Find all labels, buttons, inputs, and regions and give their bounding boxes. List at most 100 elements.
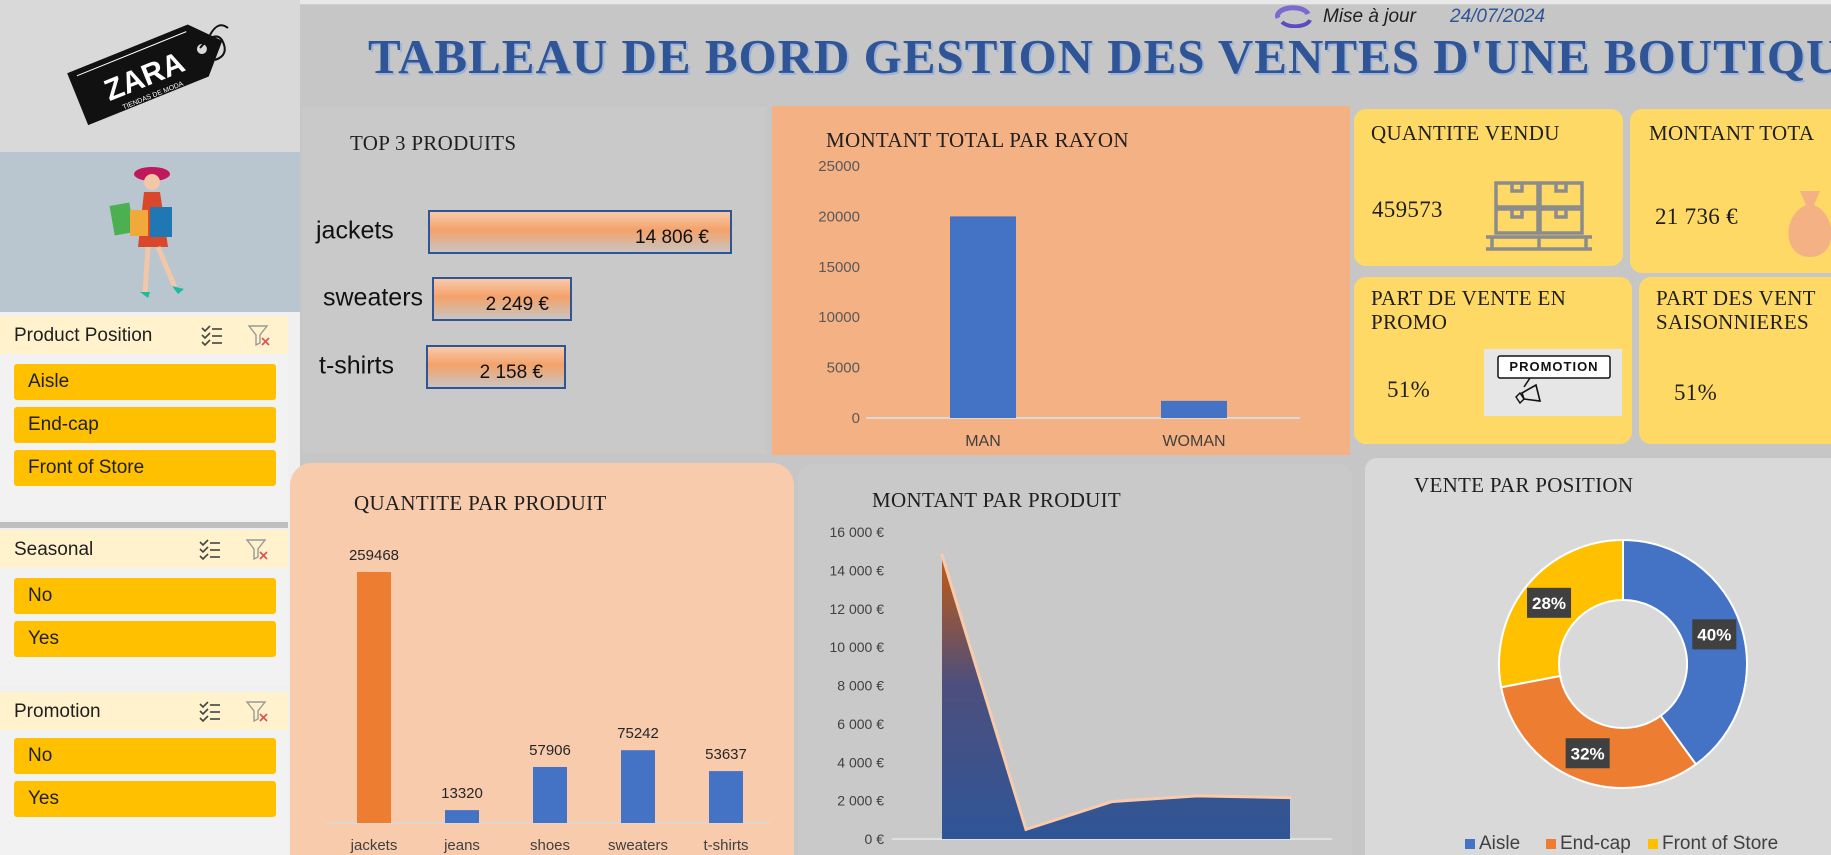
qty-bar-label: 13320 bbox=[441, 785, 483, 802]
qty-category-label: sweaters bbox=[608, 837, 668, 854]
sheet-top-strip bbox=[0, 0, 1831, 5]
montant-point bbox=[1024, 827, 1028, 831]
rayon-panel: MONTANT TOTAL PAR RAYON 0 5000 10000 15000 2… bbox=[772, 106, 1350, 455]
kpi-amount-title: MONTANT TOTA bbox=[1649, 121, 1815, 145]
montant-ytick-label: 0 € bbox=[865, 831, 885, 847]
slicer-item-front-of-store[interactable]: Front of Store bbox=[14, 450, 276, 486]
donut-label: 32% bbox=[1571, 744, 1605, 763]
rayon-ytick-label: 5000 bbox=[827, 360, 860, 377]
promotion-badge: PROMOTION bbox=[1484, 349, 1622, 416]
update-label: Mise à jour bbox=[1323, 6, 1416, 27]
rayon-bar bbox=[1161, 400, 1227, 418]
qty-bar-label: 53637 bbox=[705, 746, 747, 763]
slicer-item-seasonal-yes[interactable]: Yes bbox=[14, 621, 276, 657]
top3-product-name: jackets bbox=[315, 217, 394, 245]
qty-bar-label: 57906 bbox=[529, 742, 571, 759]
kpi-seasonal-title-line2: SAISONNIERES bbox=[1656, 310, 1809, 334]
montant-point bbox=[940, 553, 944, 557]
montant-ytick-label: 16 000 € bbox=[830, 524, 885, 540]
top3-bar bbox=[432, 277, 572, 321]
montant-ytick-label: 10 000 € bbox=[830, 639, 885, 655]
montant-point bbox=[1110, 800, 1114, 804]
qty-title: QUANTITE PAR PRODUIT bbox=[354, 491, 607, 515]
kpi-promo-title-line2: PROMO bbox=[1371, 310, 1448, 334]
qty-chart: 259468 jackets 13320 jeans 57906 shoes 75242 sw… bbox=[326, 547, 770, 854]
top3-product-name: t-shirts bbox=[319, 352, 394, 380]
qty-bar-label: 75242 bbox=[617, 725, 659, 742]
rayon-ytick-label: 20000 bbox=[818, 208, 860, 225]
page-title: TABLEAU DE BORD GESTION DES VENTES D'UNE… bbox=[368, 29, 1831, 84]
rayon-ytick-label: 10000 bbox=[818, 309, 860, 326]
legend-label: Front of Store bbox=[1662, 833, 1778, 854]
qty-bar bbox=[357, 572, 391, 823]
montant-panel: MONTANT PAR PRODUIT 0 € 2 000 € 4 000 € 6 0… bbox=[798, 464, 1352, 855]
qty-bar bbox=[445, 810, 479, 823]
rayon-chart: 0 5000 10000 15000 20000 25000 MAN WOMAN bbox=[818, 158, 1300, 450]
kpi-promo-card: PART DE VENTE EN PROMO 51% PROMOTION bbox=[1354, 277, 1632, 444]
multi-select-icon[interactable] bbox=[200, 323, 224, 347]
slicer-item-end-cap[interactable]: End-cap bbox=[14, 407, 276, 443]
kpi-seasonal-title-line1: PART DES VENT bbox=[1656, 286, 1816, 310]
shopper-woman-icon bbox=[109, 167, 184, 298]
slicer-header: Product Position bbox=[0, 316, 288, 354]
top3-bar-label: 2 158 € bbox=[480, 362, 544, 383]
qty-bar-label: 259468 bbox=[349, 547, 399, 564]
clear-filter-icon[interactable] bbox=[245, 537, 269, 561]
slicer-item-promotion-yes[interactable]: Yes bbox=[14, 781, 276, 817]
montant-ytick-label: 6 000 € bbox=[837, 716, 884, 732]
qty-bar bbox=[709, 771, 743, 823]
kpi-promo-title-line1: PART DE VENTE EN bbox=[1371, 286, 1567, 310]
montant-ytick-label: 12 000 € bbox=[830, 601, 885, 617]
donut-label-box bbox=[1692, 619, 1737, 650]
multi-select-icon[interactable] bbox=[198, 699, 222, 723]
logo-area: ZARA TIENDAS DE MODA bbox=[0, 0, 300, 152]
kpi-seasonal-card: PART DES VENT SAISONNIERES 51% bbox=[1639, 277, 1831, 444]
refresh-icon[interactable] bbox=[1272, 2, 1316, 28]
qty-category-label: t-shirts bbox=[704, 837, 749, 854]
kpi-amount-value: 21 736 € bbox=[1655, 204, 1738, 229]
legend-swatch bbox=[1546, 839, 1556, 849]
slicer-title: Seasonal bbox=[14, 539, 94, 560]
rayon-title: MONTANT TOTAL PAR RAYON bbox=[826, 128, 1129, 152]
montant-title: MONTANT PAR PRODUIT bbox=[872, 488, 1122, 512]
clear-filter-icon[interactable] bbox=[247, 323, 271, 347]
slicer-header: Seasonal bbox=[0, 530, 288, 568]
position-panel: VENTE PAR POSITION 40% 32% 28% Aisle End-cap… bbox=[1365, 458, 1831, 855]
donut-label: 28% bbox=[1532, 594, 1566, 613]
clear-filter-icon[interactable] bbox=[245, 699, 269, 723]
montant-ytick-label: 4 000 € bbox=[837, 754, 884, 770]
slicer-seasonal: Seasonal No Yes bbox=[0, 530, 288, 686]
rayon-ytick-label: 15000 bbox=[818, 259, 860, 276]
kpi-amount-card: MONTANT TOTA 21 736 € bbox=[1630, 109, 1831, 273]
donut-label-box bbox=[1527, 587, 1572, 618]
megaphone-icon bbox=[1497, 355, 1611, 405]
slicer-item-seasonal-no[interactable]: No bbox=[14, 578, 276, 614]
qty-category-label: jeans bbox=[443, 837, 480, 854]
slicer-item-promotion-no[interactable]: No bbox=[14, 738, 276, 774]
kpi-seasonal-value: 51% bbox=[1674, 380, 1718, 405]
montant-point bbox=[1288, 796, 1292, 800]
donut-label-box bbox=[1565, 738, 1610, 769]
kpi-promo-value: 51% bbox=[1387, 377, 1431, 402]
money-bag-icon bbox=[1788, 191, 1831, 257]
multi-select-icon[interactable] bbox=[198, 537, 222, 561]
pallet-boxes-icon bbox=[1486, 181, 1592, 251]
position-donut-chart: 40% 32% 28% Aisle End-cap Front of Store bbox=[1465, 538, 1778, 854]
slicer-header: Promotion bbox=[0, 692, 288, 730]
montant-ytick-label: 2 000 € bbox=[837, 793, 884, 809]
qty-bar bbox=[621, 750, 655, 823]
top3-bar-label: 14 806 € bbox=[635, 227, 709, 248]
montant-chart: 0 € 2 000 € 4 000 € 6 000 € 8 000 € 10 000 € 1… bbox=[830, 524, 1332, 847]
kpi-quantity-value: 459573 bbox=[1372, 197, 1443, 222]
montant-point bbox=[1195, 794, 1199, 798]
slicer-promotion: Promotion No Yes bbox=[0, 692, 288, 855]
top3-chart: jackets 14 806 € sweaters 2 249 € t-shirts 2 … bbox=[315, 210, 732, 389]
shopper-illustration-area bbox=[0, 152, 300, 312]
slicer-item-aisle[interactable]: Aisle bbox=[14, 364, 276, 400]
montant-ytick-label: 14 000 € bbox=[830, 562, 885, 578]
donut-label: 40% bbox=[1697, 625, 1731, 644]
donut-slice bbox=[1622, 538, 1748, 766]
donut-slice bbox=[1500, 674, 1698, 789]
top3-bar-label: 2 249 € bbox=[486, 294, 550, 315]
montant-ytick-label: 8 000 € bbox=[837, 678, 884, 694]
